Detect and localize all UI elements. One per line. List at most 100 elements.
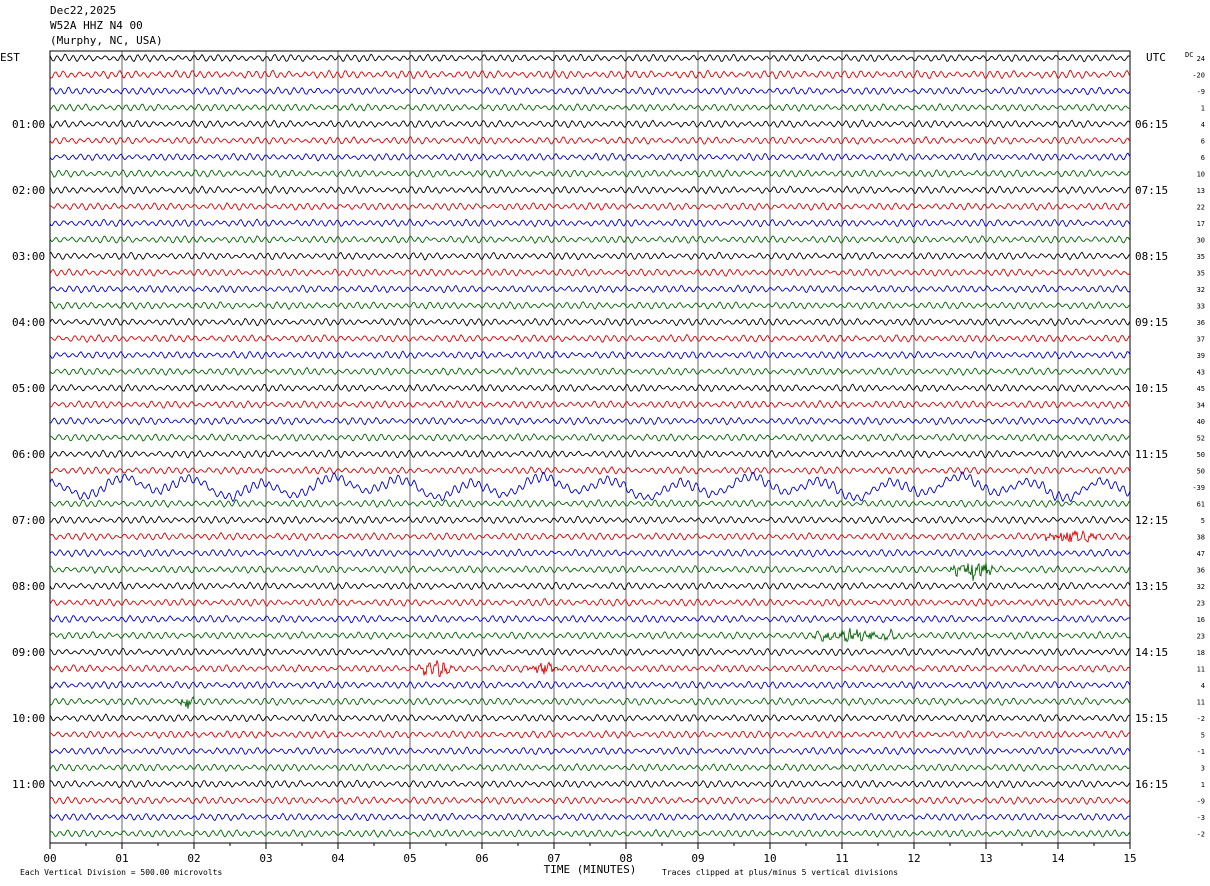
seismic-trace (49, 597, 1131, 607)
dc-offset-value: 50 (1197, 468, 1205, 476)
seismic-trace (49, 530, 1131, 543)
seismic-trace (49, 729, 1131, 740)
seismic-trace (49, 185, 1131, 195)
seismic-trace (49, 498, 1131, 509)
dc-offset-value: -2 (1197, 715, 1205, 723)
seismic-trace (49, 383, 1131, 393)
utc-hour-label: 10:15 (1135, 382, 1168, 395)
seismic-trace (49, 218, 1131, 228)
x-tick-label: 15 (1123, 852, 1136, 865)
seismic-trace (49, 152, 1131, 162)
seismic-trace (49, 779, 1131, 789)
seismic-trace (49, 366, 1131, 377)
scale-note: Each Vertical Division = 500.00 microvol… (20, 868, 222, 877)
est-hour-label: 05:00 (12, 382, 45, 395)
utc-hour-label: 08:15 (1135, 250, 1168, 263)
utc-hour-label: 16:15 (1135, 778, 1168, 791)
dc-offset-value: 33 (1197, 303, 1205, 311)
x-tick-label: 02 (187, 852, 200, 865)
dc-offset-value: -1 (1197, 748, 1205, 756)
dc-offset-value: 38 (1197, 534, 1205, 542)
dc-offset-value: -2 (1197, 831, 1205, 839)
seismic-trace (49, 268, 1131, 278)
x-tick-label: 07 (547, 852, 560, 865)
clipping-note: Traces clipped at plus/minus 5 vertical … (662, 868, 898, 877)
utc-hour-label: 15:15 (1135, 712, 1168, 725)
dc-offset-value: 35 (1197, 253, 1205, 261)
dc-offset-value: 45 (1197, 385, 1205, 393)
utc-hour-label: 09:15 (1135, 316, 1168, 329)
seismic-trace (49, 399, 1131, 410)
dc-offset-value: 32 (1197, 286, 1205, 294)
seismic-trace (49, 828, 1131, 838)
dc-offset-value: -9 (1197, 798, 1205, 806)
x-tick-label: 13 (979, 852, 992, 865)
dc-offset-value: 23 (1197, 600, 1205, 608)
dc-offset-value: 40 (1197, 418, 1205, 426)
est-hour-label: 04:00 (12, 316, 45, 329)
seismic-trace (49, 416, 1131, 426)
dc-offset-value: 13 (1197, 187, 1205, 195)
seismic-trace (49, 614, 1131, 624)
seismic-trace (49, 235, 1131, 244)
est-hour-label: 09:00 (12, 646, 45, 659)
seismic-trace (49, 103, 1131, 113)
utc-hour-label: 06:15 (1135, 118, 1168, 131)
utc-hour-label: 13:15 (1135, 580, 1168, 593)
dc-offset-value: 1 (1201, 105, 1205, 113)
dc-offset-value: 37 (1197, 336, 1205, 344)
seismic-trace (49, 53, 1131, 63)
dc-offset-value: 17 (1197, 220, 1205, 228)
x-tick-label: 08 (619, 852, 632, 865)
seismic-trace (49, 86, 1131, 96)
dc-offset-value: 52 (1197, 435, 1205, 443)
seismic-trace (49, 713, 1131, 723)
station-location: (Murphy, NC, USA) (50, 34, 163, 47)
chart-date: Dec22,2025 (50, 4, 117, 17)
dc-offset-value: 30 (1197, 237, 1205, 245)
dc-offset-value: 3 (1201, 765, 1205, 773)
dc-offset-value: 11 (1197, 666, 1205, 674)
dc-offset-value: 47 (1197, 550, 1205, 558)
est-hour-label: 02:00 (12, 184, 45, 197)
seismic-trace (49, 763, 1131, 772)
seismic-trace (49, 202, 1131, 211)
seismic-trace (49, 69, 1131, 80)
seismic-trace (49, 562, 1131, 581)
seismic-trace (49, 515, 1131, 525)
dc-offset-value: 23 (1197, 633, 1205, 641)
dc-offset-value: 34 (1197, 402, 1205, 410)
dc-offset-value: -39 (1192, 484, 1205, 492)
seismic-trace (49, 135, 1131, 145)
x-tick-label: 06 (475, 852, 488, 865)
seismic-trace (49, 746, 1131, 756)
seismic-trace (49, 796, 1131, 805)
dc-offset-value: 18 (1197, 649, 1205, 657)
left-timezone-label: EST (0, 51, 20, 64)
seismic-trace (49, 333, 1131, 343)
seismic-trace (49, 284, 1131, 294)
station-code: W52A HHZ N4 00 (50, 19, 143, 32)
seismic-trace (49, 548, 1131, 558)
dc-offset-value: 6 (1201, 154, 1205, 162)
est-hour-label: 03:00 (12, 250, 45, 263)
seismic-trace (49, 660, 1131, 678)
seismic-trace (49, 433, 1131, 442)
seismic-trace (49, 680, 1131, 690)
est-hour-label: 07:00 (12, 514, 45, 527)
x-axis-title: TIME (MINUTES) (544, 863, 637, 876)
x-tick-label: 09 (691, 852, 704, 865)
x-tick-label: 12 (907, 852, 920, 865)
seismic-trace (49, 466, 1131, 475)
x-tick-label: 05 (403, 852, 416, 865)
dc-offset-value: -3 (1197, 814, 1205, 822)
seismic-trace (49, 449, 1131, 459)
utc-hour-label: 14:15 (1135, 646, 1168, 659)
est-hour-label: 10:00 (12, 712, 45, 725)
utc-hour-label: 11:15 (1135, 448, 1168, 461)
dc-offset-value: -20 (1192, 72, 1205, 80)
seismic-trace (49, 301, 1131, 311)
dc-offset-value: 5 (1201, 517, 1205, 525)
est-hour-label: 08:00 (12, 580, 45, 593)
